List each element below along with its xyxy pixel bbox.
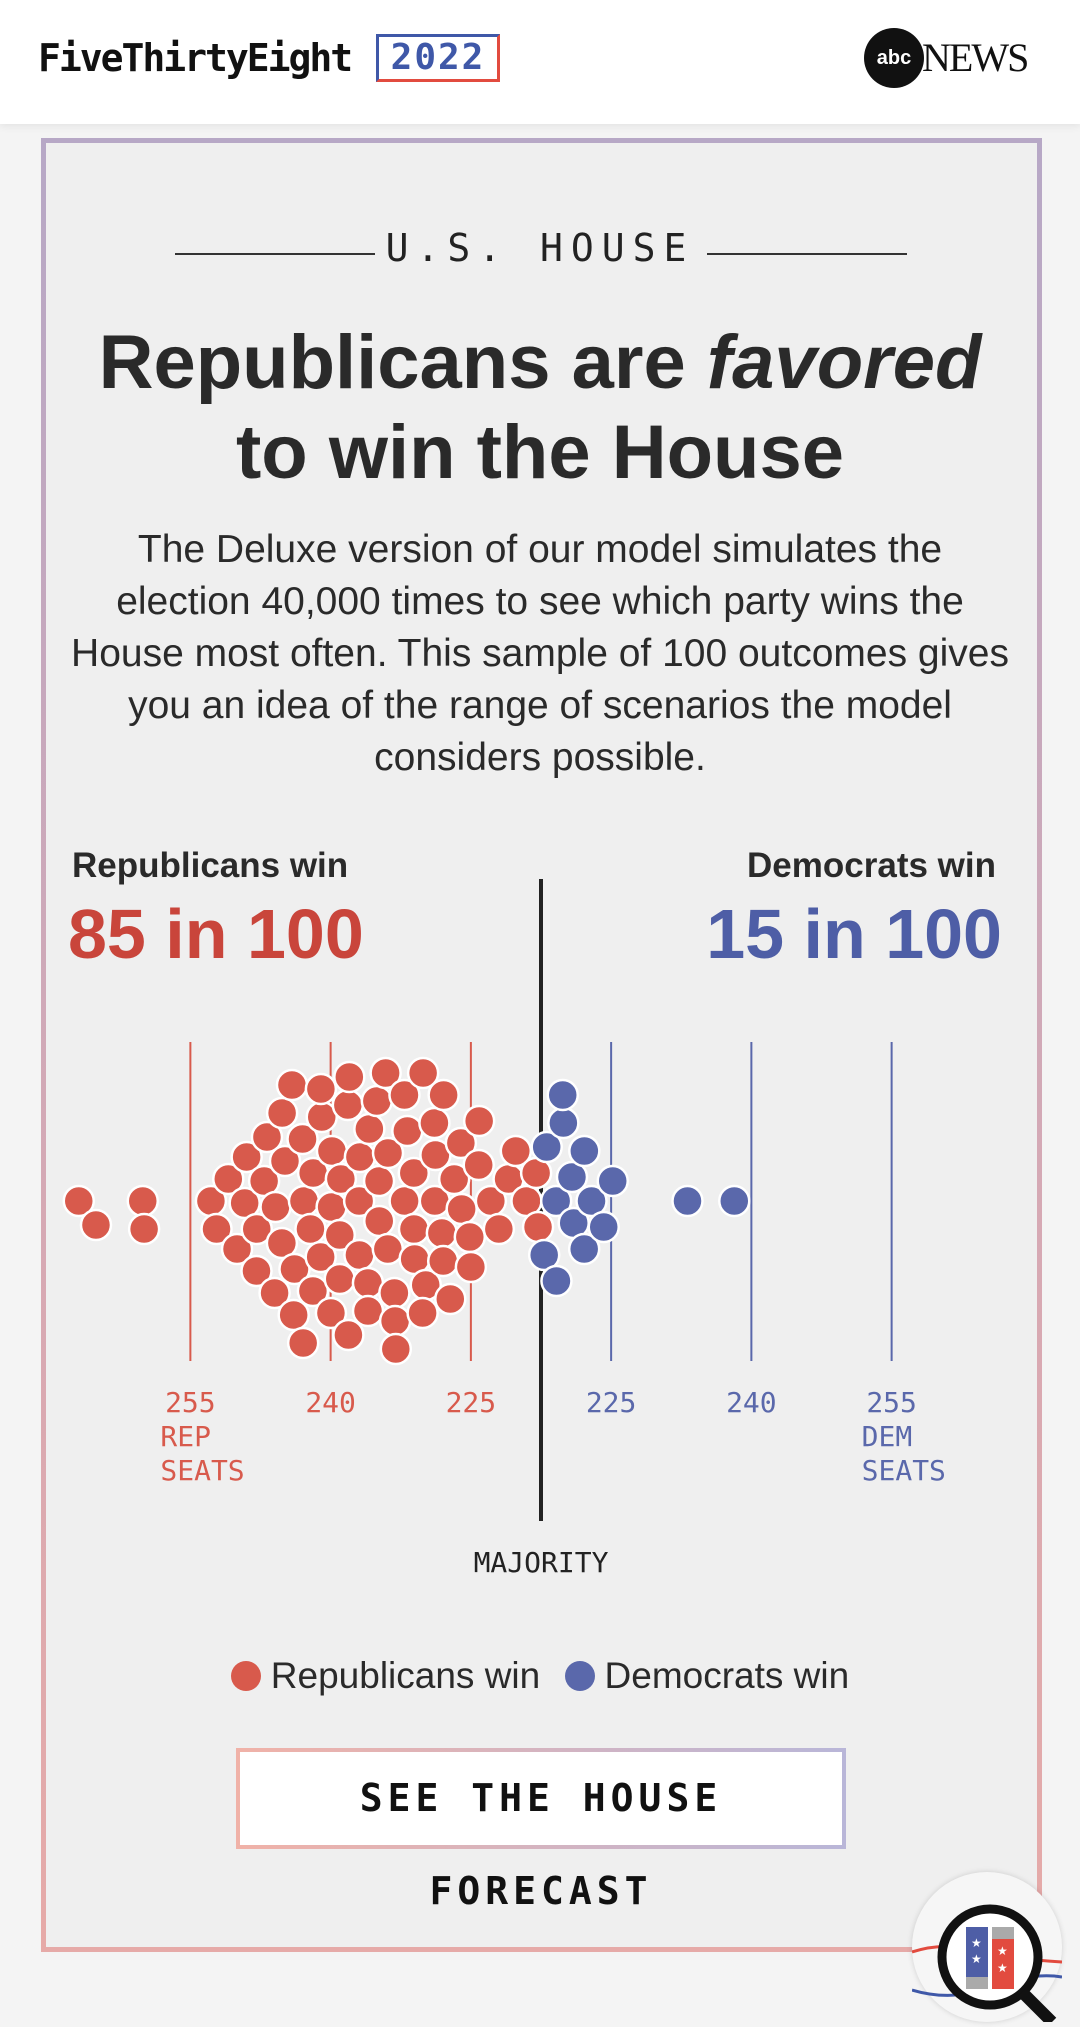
axis-unit-label: SEATS bbox=[862, 1454, 946, 1487]
see-house-forecast-button[interactable]: SEE THE HOUSE FORECAST bbox=[236, 1748, 846, 1849]
rep-outcome-dot bbox=[429, 1080, 459, 1110]
dem-outcome-dot bbox=[672, 1186, 702, 1216]
rep-outcome-dot bbox=[325, 1264, 355, 1294]
rep-outcome-dot bbox=[364, 1166, 394, 1196]
dem-outcome-dot bbox=[548, 1080, 578, 1110]
rep-outcome-dot bbox=[435, 1284, 465, 1314]
svg-text:★: ★ bbox=[971, 1936, 982, 1950]
svg-text:★: ★ bbox=[971, 1952, 982, 1966]
rep-outcome-dot bbox=[380, 1306, 410, 1336]
tick-label-rep-225: 225 bbox=[446, 1386, 497, 1419]
rep-outcome-dot bbox=[317, 1192, 347, 1222]
rep-outcome-dot bbox=[455, 1222, 485, 1252]
outcomes-beeswarm-chart: 255REPSEATS240 225 225 240 255DEMSEATSMAJORI… bbox=[0, 0, 1080, 1600]
tick-label-dem-240: 240 bbox=[726, 1386, 777, 1419]
axis-unit-label: DEM bbox=[862, 1420, 913, 1453]
rep-outcome-dot bbox=[428, 1246, 458, 1276]
rep-outcome-dot bbox=[364, 1206, 394, 1236]
dem-outcome-dot bbox=[548, 1108, 578, 1138]
majority-label: MAJORITY bbox=[474, 1546, 609, 1579]
dem-outcome-dot bbox=[589, 1212, 619, 1242]
rep-outcome-dot bbox=[333, 1090, 363, 1120]
rep-outcome-dot bbox=[333, 1320, 363, 1350]
rep-outcome-dot bbox=[464, 1150, 494, 1180]
rep-outcome-dot bbox=[523, 1212, 553, 1242]
rep-outcome-dot bbox=[427, 1218, 457, 1248]
rep-outcome-dot bbox=[261, 1192, 291, 1222]
rep-outcome-dot bbox=[362, 1086, 392, 1116]
magnifier-flag-icon: ★ ★ ★ ★ bbox=[912, 1872, 1062, 2022]
rep-outcome-dot bbox=[81, 1210, 111, 1240]
rep-outcome-dot bbox=[353, 1296, 383, 1326]
rep-legend-label: Republicans win bbox=[271, 1655, 540, 1696]
rep-outcome-dot bbox=[288, 1328, 318, 1358]
rep-outcome-dot bbox=[129, 1214, 159, 1244]
rep-outcome-dot bbox=[390, 1186, 420, 1216]
rep-outcome-dot bbox=[392, 1116, 422, 1146]
dem-outcome-dot bbox=[719, 1186, 749, 1216]
rep-outcome-dot bbox=[464, 1106, 494, 1136]
rep-outcome-dot bbox=[456, 1252, 486, 1282]
dem-outcome-dot bbox=[569, 1136, 599, 1166]
dem-legend-label: Democrats win bbox=[605, 1655, 850, 1696]
rep-outcome-dot bbox=[373, 1234, 403, 1264]
svg-text:★: ★ bbox=[997, 1961, 1008, 1975]
rep-outcome-dot bbox=[306, 1074, 336, 1104]
tick-label-rep-240: 240 bbox=[305, 1386, 356, 1419]
dem-legend-swatch bbox=[565, 1661, 595, 1691]
rep-legend-swatch bbox=[231, 1661, 261, 1691]
axis-unit-label: SEATS bbox=[160, 1454, 244, 1487]
forecast-magnifier-badge[interactable]: ★ ★ ★ ★ bbox=[912, 1872, 1062, 2022]
rep-outcome-dot bbox=[419, 1108, 449, 1138]
rep-outcome-dot bbox=[289, 1186, 319, 1216]
dem-outcome-dot bbox=[541, 1266, 571, 1296]
axis-unit-label: REP bbox=[160, 1420, 211, 1453]
dem-outcome-dot bbox=[598, 1166, 628, 1196]
rep-outcome-dot bbox=[277, 1070, 307, 1100]
rep-outcome-dot bbox=[381, 1334, 411, 1364]
rep-outcome-dot bbox=[399, 1214, 429, 1244]
rep-outcome-dot bbox=[344, 1240, 374, 1270]
legend: Republicans win Democrats win bbox=[0, 1655, 1080, 1697]
tick-label-rep-255: 255 bbox=[165, 1386, 216, 1419]
rep-outcome-dot bbox=[379, 1278, 409, 1308]
rep-outcome-dot bbox=[317, 1136, 347, 1166]
rep-outcome-dot bbox=[334, 1062, 364, 1092]
rep-outcome-dot bbox=[484, 1214, 514, 1244]
rep-outcome-dot bbox=[447, 1194, 477, 1224]
rep-outcome-dot bbox=[408, 1298, 438, 1328]
tick-label-dem-255: 255 bbox=[866, 1386, 917, 1419]
rep-outcome-dot bbox=[128, 1186, 158, 1216]
svg-text:★: ★ bbox=[997, 1944, 1008, 1958]
tick-label-dem-225: 225 bbox=[586, 1386, 637, 1419]
rep-outcome-dot bbox=[267, 1098, 297, 1128]
